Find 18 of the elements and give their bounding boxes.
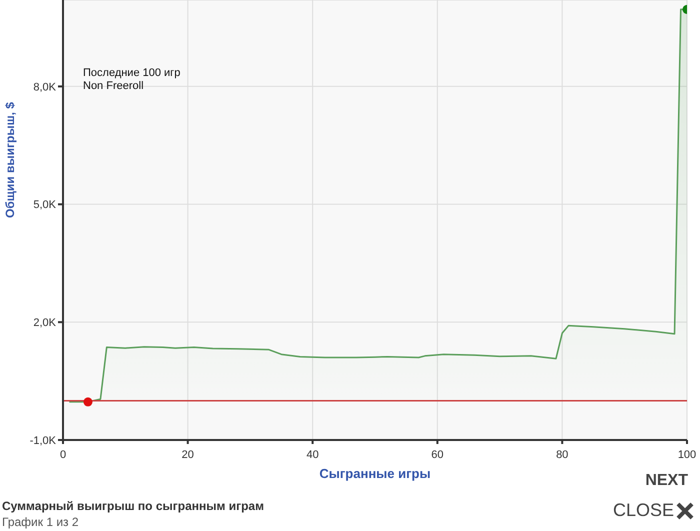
- x-tick-label: 20: [182, 449, 194, 461]
- annotation: Последние 100 игр: [83, 67, 180, 80]
- x-tick-label: 100: [678, 449, 696, 461]
- y-axis-title: Общии выигрыш, $: [3, 101, 17, 220]
- y-tick-label: 8,0K: [33, 81, 57, 94]
- y-tick-label: -1,0K: [30, 434, 57, 447]
- text: График 1 из 2: [2, 515, 79, 529]
- x-tick-label: 40: [306, 449, 319, 461]
- x-tick-label: 0: [60, 449, 66, 461]
- text: CLOSE: [612, 500, 674, 521]
- x-axis-title: Сыгранные игры: [319, 466, 431, 481]
- text: Суммарный выигрыш по сыгранным играм: [2, 499, 264, 513]
- y-tick-label: 2,0K: [33, 317, 57, 330]
- y-tick-label: 5,0K: [33, 199, 57, 212]
- x-tick-label: 60: [431, 449, 444, 461]
- x-tick-label: 80: [556, 449, 568, 461]
- text: NEXT: [645, 472, 688, 490]
- annotation: Non Freeroll: [83, 80, 145, 93]
